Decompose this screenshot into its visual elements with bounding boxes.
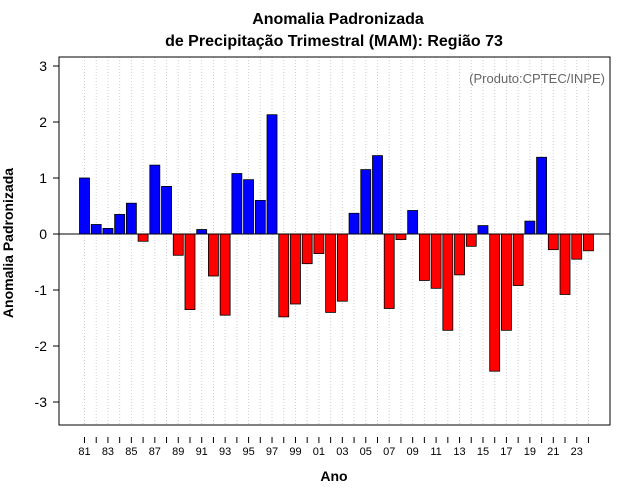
bar-23 bbox=[571, 233, 583, 260]
bar-21 bbox=[547, 233, 559, 251]
chart-title-line-1: Anomalia Padronizada bbox=[252, 11, 424, 28]
bar-14 bbox=[465, 233, 477, 247]
x-tick-label: 89 bbox=[172, 446, 184, 458]
x-tick-label: 85 bbox=[125, 446, 137, 458]
bar-05 bbox=[360, 169, 372, 235]
bar-95 bbox=[243, 179, 254, 235]
chart-title-line-2: de Precipitação Trimestral (MAM): Região… bbox=[165, 33, 503, 50]
y-tick-label: 3 bbox=[39, 58, 47, 74]
x-tick-label: 09 bbox=[407, 446, 419, 458]
bar-22 bbox=[559, 233, 571, 295]
x-tick-label: 87 bbox=[149, 446, 161, 458]
x-tick-label: 17 bbox=[500, 446, 512, 458]
bar-97 bbox=[266, 114, 278, 235]
x-tick-label: 97 bbox=[266, 446, 278, 458]
x-tick-label: 21 bbox=[547, 446, 559, 458]
y-tick-label: -3 bbox=[35, 394, 48, 410]
bar-86 bbox=[137, 233, 149, 242]
bar-16 bbox=[489, 233, 501, 372]
x-tick-label: 05 bbox=[360, 446, 372, 458]
x-tick-label: 11 bbox=[430, 446, 441, 458]
x-tick-label: 13 bbox=[453, 446, 465, 458]
x-tick-label: 19 bbox=[524, 446, 536, 458]
bar-18 bbox=[512, 233, 524, 286]
bar-96 bbox=[254, 199, 266, 235]
bar-01 bbox=[313, 233, 325, 255]
bar-02 bbox=[325, 233, 337, 313]
x-tick-label: 03 bbox=[336, 446, 348, 458]
bar-24 bbox=[583, 233, 594, 252]
bar-84 bbox=[114, 213, 126, 235]
bar-91 bbox=[196, 229, 208, 235]
bar-92 bbox=[208, 233, 219, 277]
bar-90 bbox=[184, 233, 196, 310]
bar-85 bbox=[125, 202, 137, 235]
bar-10 bbox=[418, 233, 430, 281]
credit-text: (Produto:CPTEC/INPE) bbox=[469, 71, 605, 86]
y-axis-label: Anomalia Padronizada bbox=[0, 168, 16, 318]
bar-17 bbox=[501, 233, 512, 331]
bar-08 bbox=[395, 233, 407, 240]
bar-00 bbox=[301, 233, 313, 265]
bar-93 bbox=[219, 233, 231, 316]
bar-11 bbox=[430, 233, 442, 289]
x-tick-label: 23 bbox=[571, 446, 583, 458]
x-tick-label: 07 bbox=[383, 446, 395, 458]
x-tick-label: 83 bbox=[102, 446, 114, 458]
bar-98 bbox=[278, 233, 290, 318]
bar-19 bbox=[524, 220, 536, 235]
bar-09 bbox=[407, 210, 419, 235]
y-tick-label: 1 bbox=[39, 170, 47, 186]
bars-layer bbox=[79, 114, 594, 372]
x-tick-label: 93 bbox=[219, 446, 231, 458]
bar-07 bbox=[383, 233, 395, 309]
bar-88 bbox=[161, 185, 172, 235]
bar-83 bbox=[102, 227, 114, 235]
y-tick-label: 2 bbox=[39, 114, 47, 130]
x-tick-label: 01 bbox=[313, 446, 325, 458]
plot-frame bbox=[58, 56, 611, 426]
bar-04 bbox=[348, 212, 360, 235]
x-tick-label: 99 bbox=[289, 446, 301, 458]
y-tick-label: -2 bbox=[35, 338, 48, 354]
bar-82 bbox=[90, 224, 102, 235]
x-axis-label: Ano bbox=[320, 468, 347, 484]
x-tick-label: 91 bbox=[196, 446, 208, 458]
y-tick-label: -1 bbox=[35, 282, 48, 298]
y-tick-label: 0 bbox=[39, 226, 47, 242]
bar-12 bbox=[442, 233, 454, 331]
bar-99 bbox=[290, 233, 301, 305]
bar-13 bbox=[454, 233, 465, 276]
bar-81 bbox=[79, 177, 90, 235]
bar-20 bbox=[536, 156, 547, 235]
x-tick-label: 81 bbox=[78, 446, 90, 458]
bar-15 bbox=[477, 225, 489, 235]
bar-06 bbox=[372, 155, 383, 235]
bar-89 bbox=[172, 233, 184, 256]
bar-03 bbox=[336, 233, 348, 302]
x-tick-label: 15 bbox=[477, 446, 489, 458]
bar-87 bbox=[149, 164, 161, 235]
bar-94 bbox=[231, 173, 243, 235]
x-tick-label: 95 bbox=[242, 446, 254, 458]
